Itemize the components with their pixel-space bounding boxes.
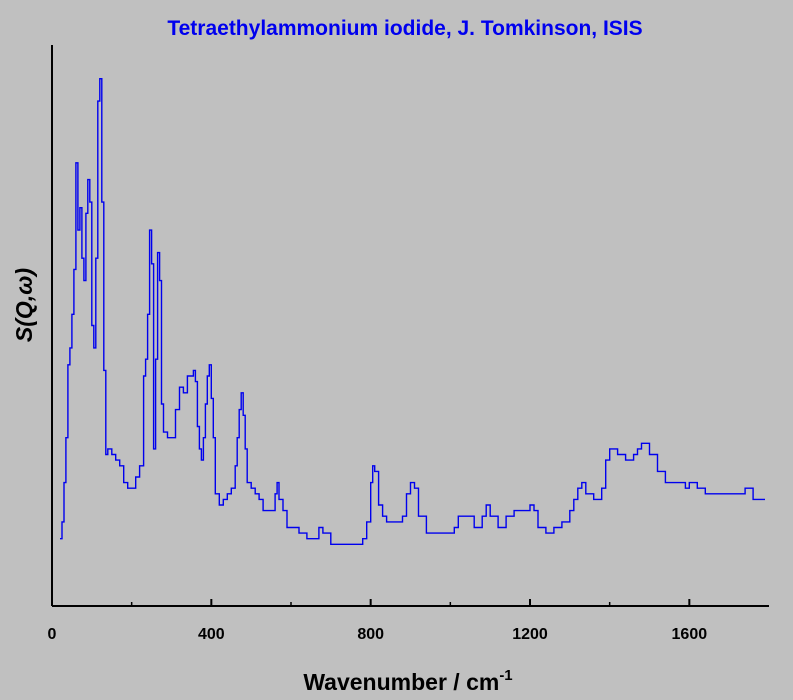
- y-axis-label: S(Q,ω): [11, 268, 37, 342]
- x-axis-label-superscript: -1: [499, 667, 512, 684]
- y-axis-label-text: S(Q,ω): [11, 268, 37, 342]
- x-tick-label: 800: [357, 626, 384, 643]
- spectrum-series-line: [60, 78, 765, 545]
- chart-title: Tetraethylammonium iodide, J. Tomkinson,…: [167, 17, 642, 40]
- x-tick-label: 400: [198, 626, 225, 643]
- x-axis-label: Wavenumber / cm-1: [303, 667, 512, 695]
- plot-area: [60, 78, 765, 545]
- x-axis-label-text: Wavenumber / cm: [303, 669, 499, 695]
- x-ticks: 0 400 800 1200 1600: [48, 599, 708, 643]
- x-tick-label: 1200: [512, 626, 548, 643]
- x-tick-label: 0: [48, 626, 57, 643]
- x-tick-label: 1600: [672, 626, 708, 643]
